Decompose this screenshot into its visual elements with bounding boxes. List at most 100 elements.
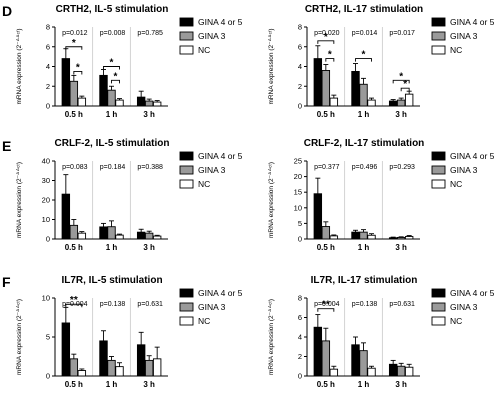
bar [107, 226, 116, 240]
legend-label: NC [450, 179, 462, 189]
legend-swatch [431, 302, 446, 312]
bar [388, 100, 398, 107]
y-tick-label: 4 [298, 62, 302, 71]
p-value-label: p=0.388 [137, 164, 163, 171]
bar [388, 363, 398, 377]
y-tick-label: 20 [42, 196, 50, 205]
bar [61, 193, 71, 240]
bar [61, 58, 71, 107]
legend-label: GINA 3 [450, 31, 478, 41]
y-tick-label: 4 [298, 333, 302, 342]
legend-swatch [431, 31, 446, 41]
y-tick-label: 40 [42, 157, 50, 166]
legend-label: GINA 3 [198, 302, 226, 312]
significance-bracket [73, 70, 83, 75]
significance-star: * [324, 32, 328, 43]
legend-swatch [179, 45, 194, 55]
significance-bracket [400, 87, 410, 92]
y-tick-label: 8 [298, 294, 302, 303]
legend-swatch [431, 316, 446, 326]
y-tick-label: 4 [46, 62, 50, 71]
bar [321, 340, 331, 377]
legend-swatch [431, 165, 446, 175]
significance-bracket [317, 40, 335, 44]
p-value-label: p=0.017 [389, 30, 415, 37]
p-value-label: p=0.184 [100, 164, 126, 171]
legend-label: NC [198, 316, 210, 326]
bar [136, 231, 146, 240]
legend-swatch [179, 316, 194, 326]
y-tick-label: 0 [298, 372, 302, 381]
bar [359, 83, 368, 107]
chart-panel-5: IL7R, IL-5 stimulation mRNA expression (2… [15, 275, 243, 389]
p-value-label: p=0.004 [314, 301, 340, 308]
y-tick-label: 2 [298, 352, 302, 361]
legend-label: NC [198, 179, 210, 189]
significance-star: * [114, 71, 118, 82]
bar [77, 97, 87, 107]
significance-star: * [76, 62, 80, 73]
y-axis-label: mRNA expression (2⁻ᐞᐞᶜᵗ) [15, 29, 23, 105]
x-tick-label: 3 h [395, 380, 407, 389]
significance-bracket [325, 58, 335, 62]
significance-star: * [362, 50, 366, 61]
x-tick-label: 0.5 h [65, 380, 83, 389]
bar [367, 99, 376, 107]
significance-star: * [399, 71, 403, 82]
p-value-label: p=0.377 [314, 164, 340, 171]
legend-swatch [431, 45, 446, 55]
p-value-label: p=0.138 [352, 301, 378, 308]
y-tick-label: 6 [298, 42, 302, 51]
y-tick-label: 0 [298, 102, 302, 111]
chart-panel-2: CRTH2, IL-17 stimulation mRNA expression … [267, 4, 495, 119]
p-value-label: p=0.631 [137, 301, 163, 308]
y-tick-label: 10 [294, 203, 302, 212]
y-tick-label: 25 [294, 157, 302, 166]
y-tick-label: 5 [298, 219, 302, 228]
legend-swatch [179, 302, 194, 312]
bar [69, 358, 79, 377]
legend-swatch [431, 17, 446, 27]
legend-label: GINA 3 [450, 165, 478, 175]
legend-label: GINA 4 or 5 [198, 17, 243, 27]
p-value-label: p=0.138 [100, 301, 126, 308]
bar [152, 235, 162, 240]
legend-label: GINA 4 or 5 [198, 288, 243, 298]
x-tick-label: 1 h [106, 243, 118, 252]
significance-star: * [403, 79, 407, 90]
x-tick-label: 0.5 h [317, 110, 335, 119]
y-tick-label: 15 [294, 188, 302, 197]
bar [388, 237, 398, 240]
legend-swatch [179, 31, 194, 41]
p-value-label: p=0.631 [389, 301, 415, 308]
bar [396, 365, 406, 377]
chart-title: CRTH2, IL-17 stimulation [305, 4, 423, 15]
chart-panel-1: CRTH2, IL-5 stimulation mRNA expression (… [15, 4, 243, 119]
significance-star: ** [322, 300, 330, 311]
bar [115, 234, 124, 240]
x-tick-label: 0.5 h [317, 380, 335, 389]
legend-label: GINA 4 or 5 [198, 151, 243, 161]
legend-swatch [431, 151, 446, 161]
y-tick-label: 6 [298, 313, 302, 322]
bar [367, 367, 376, 377]
bar [152, 101, 162, 107]
legend-swatch [179, 151, 194, 161]
y-tick-label: 2 [298, 82, 302, 91]
bar [115, 366, 124, 377]
x-tick-label: 3 h [143, 110, 155, 119]
bar [359, 350, 368, 377]
bar [313, 326, 323, 377]
bar [351, 344, 360, 377]
y-axis-label: mRNA expression (2⁻ᐞᐞᶜᵗ) [267, 162, 275, 238]
y-tick-label: 0 [46, 102, 50, 111]
bar [367, 234, 376, 240]
chart-panel-3: CRLF-2, IL-5 stimulation mRNA expression … [15, 138, 243, 252]
y-tick-label: 20 [294, 172, 302, 181]
bar [329, 235, 339, 240]
significance-bracket [355, 58, 372, 62]
p-value-label: p=0.014 [352, 30, 378, 37]
bar [313, 193, 323, 240]
p-value-label: p=0.785 [137, 30, 163, 37]
